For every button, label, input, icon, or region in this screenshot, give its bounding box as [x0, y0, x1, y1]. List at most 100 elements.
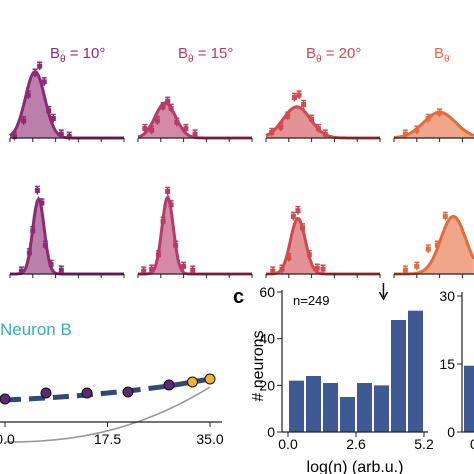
- data-point: [279, 266, 285, 272]
- panel-title: Bθ: [434, 45, 450, 65]
- data-point: [168, 105, 174, 111]
- data-point: [156, 252, 162, 258]
- y-axis-label: # neurons: [250, 330, 267, 401]
- data-point: [30, 228, 36, 234]
- gaussian-fill: [266, 106, 380, 138]
- data-point: [12, 133, 18, 139]
- data-point: [168, 202, 174, 208]
- x-tick-label: 0.0: [278, 436, 298, 452]
- panel-title-sub: θ: [60, 54, 66, 65]
- data-point: [18, 268, 24, 274]
- data-point: [296, 92, 302, 98]
- data-point-dark: [0, 393, 11, 405]
- annotation-n: n=249: [293, 293, 330, 308]
- data-point: [58, 131, 64, 137]
- data-point: [174, 119, 180, 125]
- data-point: [42, 242, 48, 248]
- gaussian-fill: [138, 197, 252, 274]
- gaussian-panel-r2-1: [9, 185, 125, 278]
- data-point: [165, 188, 171, 194]
- data-point: [286, 255, 292, 261]
- panel-title: Bθ = 15°: [178, 45, 233, 65]
- gaussian-fit-line: [10, 196, 124, 276]
- data-point-light: [204, 373, 216, 385]
- data-point: [160, 104, 166, 110]
- gaussian-fill: [10, 71, 124, 138]
- y-tick-label: 40: [259, 331, 275, 347]
- data-point: [41, 79, 47, 85]
- data-point-dark: [163, 379, 175, 391]
- y-tick-label: 20: [259, 377, 275, 393]
- x-tick-label: 35.0: [196, 431, 223, 447]
- data-point-dark: [81, 387, 93, 399]
- data-point: [278, 124, 284, 130]
- gaussian-fill: [266, 218, 380, 274]
- gaussian-fill: [138, 102, 252, 138]
- y-tick-label: 0: [447, 424, 455, 440]
- data-point: [434, 242, 440, 248]
- histogram-bar: [391, 320, 406, 432]
- data-point: [309, 116, 315, 122]
- panel-letter-c: c: [233, 286, 244, 308]
- data-point: [414, 127, 420, 133]
- data-point: [181, 263, 187, 269]
- data-point-dark: [40, 387, 52, 399]
- data-point: [192, 131, 198, 137]
- data-point: [290, 213, 296, 219]
- data-point: [39, 200, 45, 206]
- histogram-panel-c: c n=249 # neurons log(n) (arb.u.) 0 20 40 6…: [233, 283, 434, 474]
- panel-title-sub: θ: [444, 54, 450, 65]
- panel-title: Bθ = 20°: [306, 45, 361, 65]
- y-tick-label: 0: [267, 424, 275, 440]
- data-point: [315, 126, 321, 132]
- data-point: [58, 267, 64, 273]
- gaussian-panel-r1-3: Bθ = 20°: [265, 45, 381, 142]
- panel-title-sub: θ: [316, 54, 322, 65]
- panel-title-rest: = 10°: [66, 45, 106, 62]
- data-point: [414, 263, 420, 269]
- gaussian-panel-r2-2: [137, 186, 253, 278]
- x-tick-label: 0.0: [0, 431, 15, 447]
- data-point: [48, 261, 54, 267]
- arrow-head: [378, 291, 389, 301]
- gaussian-panel-r2-3: [265, 205, 381, 278]
- data-point: [402, 131, 408, 137]
- data-point: [160, 218, 166, 224]
- data-point: [295, 208, 301, 214]
- data-point: [165, 98, 171, 104]
- data-point: [301, 101, 307, 107]
- x-tick-label: 5.2: [414, 436, 434, 452]
- gaussian-panel-r1-2: Bθ = 15°: [137, 45, 253, 142]
- data-point: [320, 266, 326, 272]
- data-point: [154, 118, 160, 124]
- histogram-bar: [340, 397, 355, 432]
- data-point: [173, 242, 179, 248]
- data-point: [149, 127, 155, 133]
- data-point: [34, 187, 40, 193]
- x-tick-label: 2.6: [346, 436, 366, 452]
- data-point-light: [186, 376, 198, 388]
- histogram-bar: [464, 365, 474, 432]
- gaussian-panel-r2-4: [393, 211, 474, 278]
- data-point: [66, 133, 72, 139]
- data-point: [442, 213, 448, 219]
- data-point: [21, 118, 27, 124]
- data-point-dark: [122, 386, 134, 398]
- gray-curve: [5, 386, 211, 443]
- dashed-fit-line: [4, 376, 211, 403]
- gaussian-fill: [394, 216, 474, 274]
- y-tick-label: 30: [439, 288, 455, 304]
- data-point: [46, 108, 52, 114]
- row-2-panels: [9, 185, 474, 278]
- data-point: [269, 130, 275, 136]
- x-axis-label: log(n) (arb.u.): [307, 459, 404, 474]
- data-point: [322, 131, 328, 137]
- row-1-panels: Bθ = 10° Bθ = 15° Bθ = 20° Bθ: [9, 45, 474, 142]
- data-point: [183, 126, 189, 132]
- data-point: [299, 225, 305, 231]
- histogram-bar: [306, 376, 321, 432]
- y-tick-label: 60: [259, 284, 275, 300]
- data-point: [292, 94, 297, 100]
- data-point: [32, 70, 38, 76]
- x-tick-label: 0.0: [470, 436, 474, 452]
